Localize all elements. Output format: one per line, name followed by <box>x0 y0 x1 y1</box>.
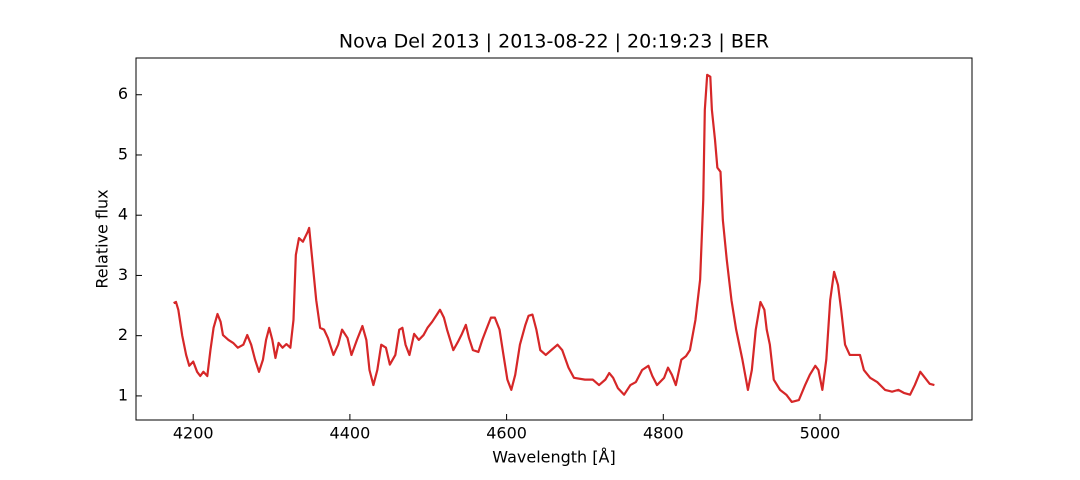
y-axis-label: Relative flux <box>93 189 112 288</box>
y-tick-label: 1 <box>118 385 128 404</box>
x-axis-label: Wavelength [Å] <box>492 448 615 467</box>
y-tick-label: 2 <box>118 325 128 344</box>
y-tick-label: 3 <box>118 265 128 284</box>
x-tick-label: 4800 <box>643 424 684 443</box>
x-tick-label: 4400 <box>330 424 371 443</box>
y-tick-label: 4 <box>118 205 128 224</box>
flux-line <box>173 73 935 404</box>
plot-frame <box>135 57 973 421</box>
x-tick-label: 4600 <box>486 424 527 443</box>
x-tick-label: 4200 <box>173 424 214 443</box>
chart-title: Nova Del 2013 | 2013-08-22 | 20:19:23 | … <box>339 31 769 53</box>
y-tick-label: 5 <box>118 144 128 163</box>
x-tick-label: 5000 <box>800 424 841 443</box>
y-tick-label: 6 <box>118 84 128 103</box>
